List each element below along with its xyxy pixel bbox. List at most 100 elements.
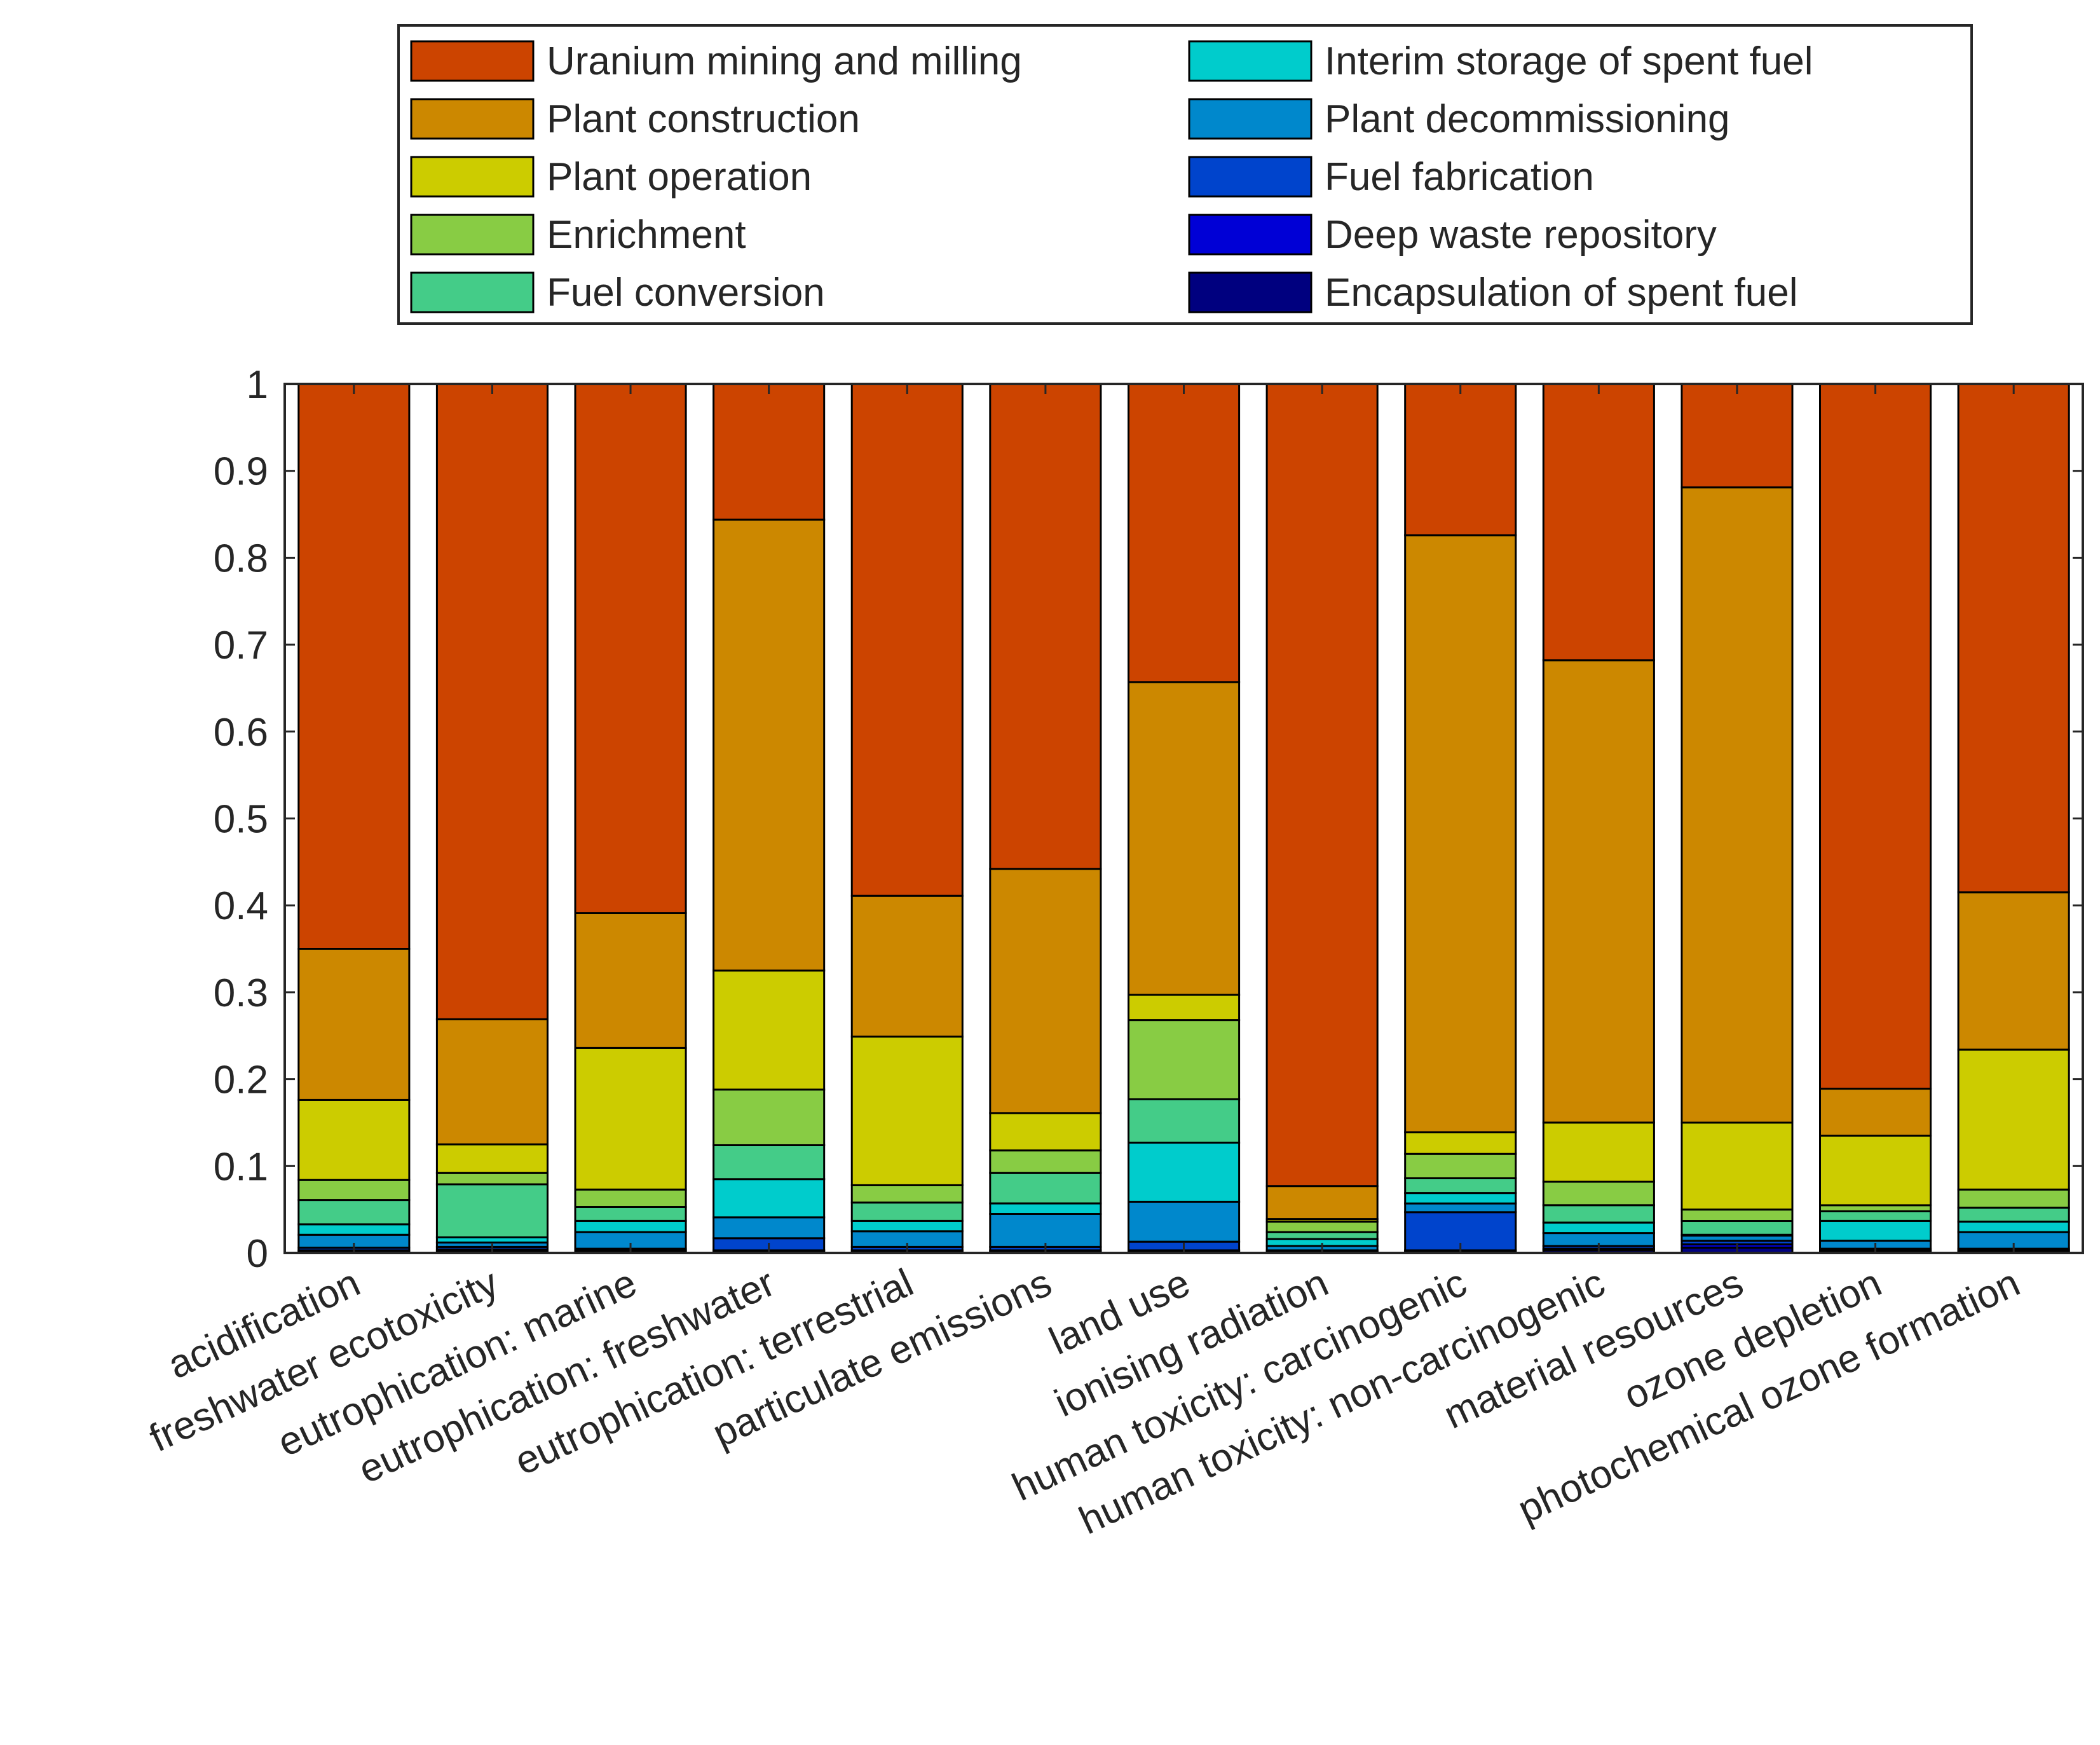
legend-label-enrichment: Enrichment — [547, 213, 746, 257]
bar-ionising-radiation-enrichment — [1265, 1221, 1379, 1233]
bar-freshwater-ecotoxicity-plant-operation — [435, 1143, 549, 1174]
bar-acidification-plant-operation — [297, 1098, 411, 1181]
legend-swatch-fuel-fabrication — [1188, 156, 1312, 198]
legend-label-plant-decommissioning: Plant decommissioning — [1325, 97, 1730, 141]
legend: Uranium mining and milling Plant construc… — [397, 24, 1973, 325]
bar-particulate-emissions-plant-decommissioning — [989, 1213, 1102, 1248]
bar-human-toxicity-non-carcinogenic-plant-construction — [1542, 659, 1655, 1124]
bar-material-resources-enrichment — [1681, 1208, 1794, 1222]
y-tick-label: 1 — [247, 363, 268, 407]
bar-acidification-uranium-mining-and-milling — [297, 383, 411, 950]
legend-label-encapsulation-of-spent-fuel: Encapsulation of spent fuel — [1325, 271, 1798, 315]
legend-swatch-enrichment — [410, 214, 535, 256]
bar-eutrophication-terrestrial-uranium-mining-and-milling — [850, 383, 964, 897]
bar-eutrophication-terrestrial-fuel-conversion — [850, 1201, 964, 1222]
legend-swatch-fuel-conversion — [410, 271, 535, 313]
legend-label-fuel-fabrication: Fuel fabrication — [1325, 155, 1594, 199]
bar-particulate-emissions-uranium-mining-and-milling — [989, 383, 1102, 870]
y-tick-label: 0.5 — [214, 798, 268, 842]
bar-acidification-interim-storage-of-spent-fuel — [297, 1223, 411, 1236]
bar-eutrophication-marine-plant-construction — [574, 912, 687, 1049]
bar-eutrophication-freshwater-interim-storage-of-spent-fuel — [712, 1178, 826, 1219]
bar-photochemical-ozone-formation-fuel-conversion — [1957, 1207, 2070, 1223]
bar-acidification-plant-construction — [297, 948, 411, 1101]
bar-photochemical-ozone-formation-enrichment — [1957, 1188, 2070, 1209]
bar-eutrophication-marine-fuel-conversion — [574, 1206, 687, 1222]
bar-photochemical-ozone-formation-plant-construction — [1957, 891, 2070, 1051]
bar-land-use-enrichment — [1128, 1019, 1241, 1100]
bar-eutrophication-terrestrial-plant-operation — [850, 1036, 964, 1186]
bar-ozone-depletion-plant-operation — [1819, 1135, 1932, 1207]
bar-land-use-interim-storage-of-spent-fuel — [1128, 1141, 1241, 1203]
bar-eutrophication-marine-uranium-mining-and-milling — [574, 383, 687, 914]
y-tick-label: 0.2 — [214, 1058, 268, 1102]
legend-box — [397, 24, 1973, 325]
bar-particulate-emissions-plant-operation — [989, 1112, 1102, 1152]
bar-material-resources-plant-operation — [1681, 1121, 1794, 1211]
bar-eutrophication-freshwater-fuel-conversion — [712, 1144, 826, 1180]
legend-label-deep-waste-repository: Deep waste repository — [1325, 213, 1717, 257]
bar-human-toxicity-non-carcinogenic-fuel-conversion — [1542, 1204, 1655, 1224]
bars — [297, 383, 2070, 1254]
y-tick-label: 0.4 — [214, 884, 268, 928]
bar-particulate-emissions-interim-storage-of-spent-fuel — [989, 1202, 1102, 1215]
bar-freshwater-ecotoxicity-enrichment — [435, 1172, 549, 1186]
legend-swatch-encapsulation-of-spent-fuel — [1188, 271, 1312, 313]
bar-human-toxicity-carcinogenic-uranium-mining-and-milling — [1404, 383, 1517, 537]
legend-label-plant-operation: Plant operation — [547, 155, 812, 199]
bar-human-toxicity-non-carcinogenic-enrichment — [1542, 1180, 1655, 1207]
bar-human-toxicity-carcinogenic-interim-storage-of-spent-fuel — [1404, 1192, 1517, 1205]
bar-eutrophication-freshwater-uranium-mining-and-milling — [712, 383, 826, 521]
legend-swatch-plant-construction — [410, 98, 535, 140]
bar-ionising-radiation-fuel-conversion — [1265, 1231, 1379, 1240]
y-axis-ticks: 0 0.1 0.2 0.3 0.4 0.5 0.6 0.7 0.8 0.9 1 — [214, 363, 2083, 1276]
bar-ozone-depletion-fuel-conversion — [1819, 1210, 1932, 1222]
bar-particulate-emissions-enrichment — [989, 1149, 1102, 1174]
bar-photochemical-ozone-formation-plant-operation — [1957, 1048, 2070, 1191]
bar-freshwater-ecotoxicity-fuel-conversion — [435, 1183, 549, 1238]
bar-land-use-plant-construction — [1128, 681, 1241, 996]
bar-human-toxicity-carcinogenic-plant-decommissioning — [1404, 1202, 1517, 1214]
bar-ionising-radiation-uranium-mining-and-milling — [1265, 383, 1379, 1187]
y-tick-label: 0.3 — [214, 971, 268, 1015]
bar-eutrophication-marine-enrichment — [574, 1188, 687, 1208]
legend-swatch-uranium-mining-and-milling — [410, 40, 535, 82]
bar-ozone-depletion-interim-storage-of-spent-fuel — [1819, 1219, 1932, 1242]
bar-ozone-depletion-uranium-mining-and-milling — [1819, 383, 1932, 1090]
bar-human-toxicity-carcinogenic-plant-operation — [1404, 1131, 1517, 1155]
bar-eutrophication-terrestrial-enrichment — [850, 1184, 964, 1204]
bar-eutrophication-freshwater-enrichment — [712, 1088, 826, 1146]
bar-land-use-uranium-mining-and-milling — [1128, 383, 1241, 683]
y-tick-label: 0.9 — [214, 450, 268, 494]
bar-particulate-emissions-fuel-conversion — [989, 1172, 1102, 1205]
bar-human-toxicity-carcinogenic-plant-construction — [1404, 534, 1517, 1133]
bar-freshwater-ecotoxicity-plant-construction — [435, 1018, 549, 1146]
bar-eutrophication-marine-interim-storage-of-spent-fuel — [574, 1219, 687, 1233]
bar-ionising-radiation-plant-construction — [1265, 1185, 1379, 1221]
bar-photochemical-ozone-formation-uranium-mining-and-milling — [1957, 383, 2070, 894]
bar-freshwater-ecotoxicity-uranium-mining-and-milling — [435, 383, 549, 1020]
bar-ozone-depletion-plant-construction — [1819, 1088, 1932, 1137]
bar-human-toxicity-carcinogenic-fuel-conversion — [1404, 1177, 1517, 1194]
plot-area: 0 0.1 0.2 0.3 0.4 0.5 0.6 0.7 0.8 0.9 1 acidificat… — [143, 363, 2084, 1543]
bar-photochemical-ozone-formation-interim-storage-of-spent-fuel — [1957, 1221, 2070, 1233]
bar-human-toxicity-non-carcinogenic-uranium-mining-and-milling — [1542, 383, 1655, 662]
y-tick-label: 0.6 — [214, 711, 268, 755]
bar-particulate-emissions-plant-construction — [989, 868, 1102, 1114]
y-tick-label: 0.1 — [214, 1145, 268, 1189]
legend-label-interim-storage-of-spent-fuel: Interim storage of spent fuel — [1325, 39, 1813, 83]
bar-material-resources-uranium-mining-and-milling — [1681, 383, 1794, 489]
bar-eutrophication-terrestrial-plant-construction — [850, 894, 964, 1038]
bar-land-use-plant-operation — [1128, 994, 1241, 1022]
bar-eutrophication-freshwater-plant-construction — [712, 518, 826, 972]
bar-acidification-enrichment — [297, 1179, 411, 1201]
legend-swatch-plant-operation — [410, 156, 535, 198]
axes-box — [283, 383, 2084, 1254]
legend-label-plant-construction: Plant construction — [547, 97, 860, 141]
bar-eutrophication-terrestrial-interim-storage-of-spent-fuel — [850, 1219, 964, 1233]
bar-eutrophication-freshwater-plant-operation — [712, 969, 826, 1091]
bar-material-resources-fuel-conversion — [1681, 1219, 1794, 1236]
legend-label-uranium-mining-and-milling: Uranium mining and milling — [547, 39, 1022, 83]
